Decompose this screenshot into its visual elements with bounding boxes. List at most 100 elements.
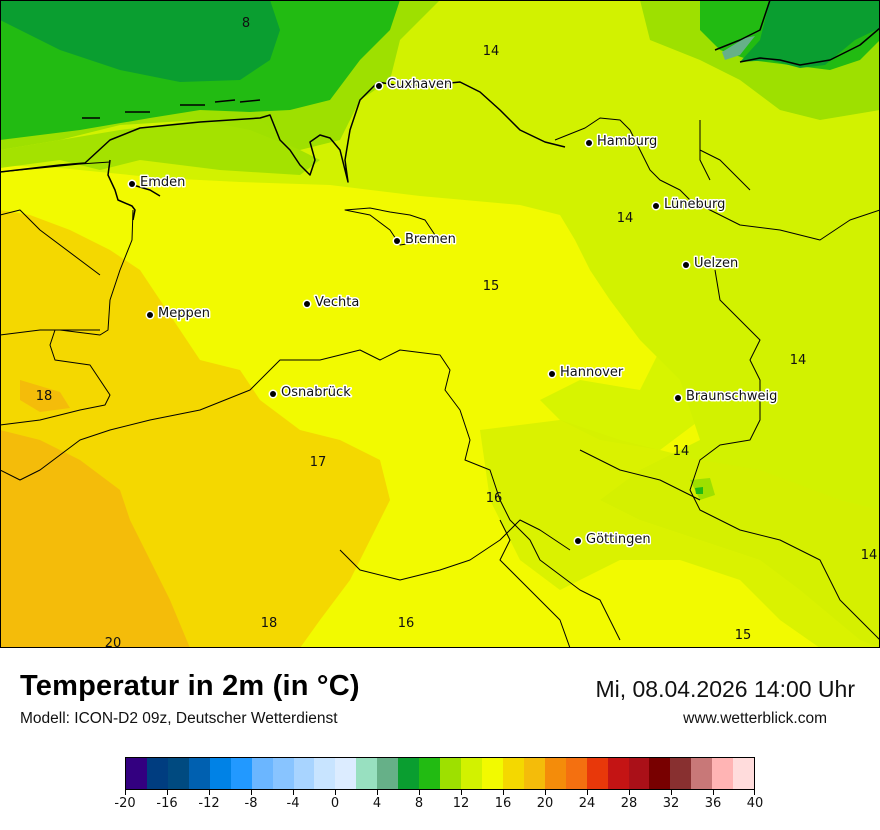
- legend-tick-label: 36: [704, 796, 722, 811]
- legend-tick-mark: [377, 790, 378, 795]
- isotherm-labels: 8 14 14 15 14 18 14 17 16 14 18 16 15 20: [36, 16, 878, 648]
- city-dot-icon: [376, 83, 382, 89]
- legend-tick-mark: [587, 790, 588, 795]
- city-label: Uelzen: [694, 256, 738, 271]
- legend-swatch: [544, 758, 566, 789]
- legend-swatch: [251, 758, 273, 789]
- website-link[interactable]: www.wetterblick.com: [683, 710, 827, 727]
- city-marker: Cuxhaven: [374, 76, 454, 94]
- legend-swatch: [733, 758, 755, 789]
- city-dot-icon: [394, 238, 400, 244]
- forecast-datetime: Mi, 08.04.2026 14:00 Uhr: [595, 676, 855, 702]
- legend-tick-mark: [209, 790, 210, 795]
- city-marker: Hannover: [547, 364, 625, 382]
- legend-tick-label: -12: [198, 796, 220, 811]
- legend-tick-label: 32: [662, 796, 680, 811]
- city-label: Hamburg: [597, 134, 657, 149]
- legend-tick-mark: [545, 790, 546, 795]
- legend-tick-label: -16: [156, 796, 178, 811]
- temp-field-20: [0, 430, 190, 648]
- legend-tick-label: 4: [372, 796, 382, 811]
- legend-tick-label: 16: [494, 796, 512, 811]
- isotherm-label: 14: [790, 353, 807, 368]
- legend-tick-mark: [293, 790, 294, 795]
- temp-field-15-southeast: [480, 420, 880, 648]
- city-dot-icon: [129, 181, 135, 187]
- city-label: Bremen: [405, 232, 456, 247]
- legend-swatch: [607, 758, 629, 789]
- legend-swatch: [628, 758, 650, 789]
- legend-tick-mark: [671, 790, 672, 795]
- isotherm-label: 15: [735, 628, 752, 643]
- legend-tick-label: 20: [536, 796, 554, 811]
- legend-swatch: [272, 758, 294, 789]
- city-dot-icon: [675, 395, 681, 401]
- city-dot-icon: [304, 301, 310, 307]
- legend-swatch: [523, 758, 545, 789]
- city-marker: Göttingen: [573, 531, 652, 549]
- isotherm-label: 14: [673, 444, 690, 459]
- city-dot-icon: [586, 140, 592, 146]
- legend-tick-label: 40: [746, 796, 764, 811]
- city-dot-icon: [683, 262, 689, 268]
- legend-swatch: [419, 758, 441, 789]
- legend-tick-mark: [754, 790, 755, 795]
- legend-tick-label: -20: [114, 796, 136, 811]
- city-dot-icon: [653, 203, 659, 209]
- map-canvas: 8 14 14 15 14 18 14 17 16 14 18 16 15 20 Cuxhaven Hamb…: [0, 0, 880, 648]
- legend-tick-label: 12: [452, 796, 470, 811]
- state-borders: [0, 117, 880, 648]
- city-label: Emden: [140, 175, 185, 190]
- isotherm-label: 18: [261, 616, 278, 631]
- city-dot-icon: [147, 312, 153, 318]
- legend-swatch: [691, 758, 713, 789]
- legend-tick-mark: [251, 790, 252, 795]
- city-marker: Osnabrück: [268, 384, 353, 402]
- legend-tick-mark: [629, 790, 630, 795]
- legend-swatch: [314, 758, 336, 789]
- legend-swatch: [146, 758, 168, 789]
- coastline: [0, 0, 880, 221]
- city-marker: Hamburg: [584, 133, 659, 151]
- legend-swatch: [230, 758, 252, 789]
- legend-swatch: [649, 758, 671, 789]
- city-label: Lüneburg: [664, 197, 725, 212]
- city-dot-icon: [549, 371, 555, 377]
- city-label: Cuxhaven: [387, 77, 452, 92]
- temp-field-6-baltic: [722, 36, 755, 60]
- chart-title: Temperatur in 2m (in °C): [20, 670, 360, 702]
- legend-swatch: [461, 758, 482, 789]
- legend-swatch: [398, 758, 420, 789]
- legend-swatch: [209, 758, 231, 789]
- legend-tick-mark: [167, 790, 168, 795]
- temp-field-8-sea: [0, 0, 280, 82]
- legend-swatch: [293, 758, 315, 789]
- legend-tick-label: 8: [414, 796, 424, 811]
- legend-tick-mark: [419, 790, 420, 795]
- city-marker: Meppen: [145, 305, 211, 323]
- model-source: Modell: ICON-D2 09z, Deutscher Wetterdie…: [20, 710, 338, 727]
- city-marker: Bremen: [392, 231, 457, 249]
- city-marker: Vechta: [302, 294, 361, 312]
- temp-field-8-baltic: [740, 0, 880, 68]
- legend-swatch: [126, 758, 147, 789]
- legend-swatch: [586, 758, 608, 789]
- legend-ticks: -20 -16 -12 -8 -4 0 4 8 12 16 20 24 28 32 36 40: [114, 790, 763, 820]
- isotherm-label: 16: [398, 616, 415, 631]
- legend-swatch: [481, 758, 503, 789]
- isotherm-label: 8: [242, 16, 250, 31]
- city-label: Vechta: [315, 295, 359, 310]
- city-label: Göttingen: [586, 532, 651, 547]
- city-label: Braunschweig: [686, 389, 777, 404]
- legend-swatch: [440, 758, 461, 789]
- isotherm-label: 20: [105, 636, 122, 648]
- legend-swatch: [565, 758, 587, 789]
- legend-swatch: [377, 758, 399, 789]
- legend-swatch: [356, 758, 378, 789]
- isotherm-label: 14: [861, 548, 878, 563]
- temp-field-15-east: [540, 200, 700, 450]
- legend-swatch: [670, 758, 692, 789]
- legend-swatch: [712, 758, 734, 789]
- color-legend: [125, 757, 755, 790]
- city-dot-icon: [575, 538, 581, 544]
